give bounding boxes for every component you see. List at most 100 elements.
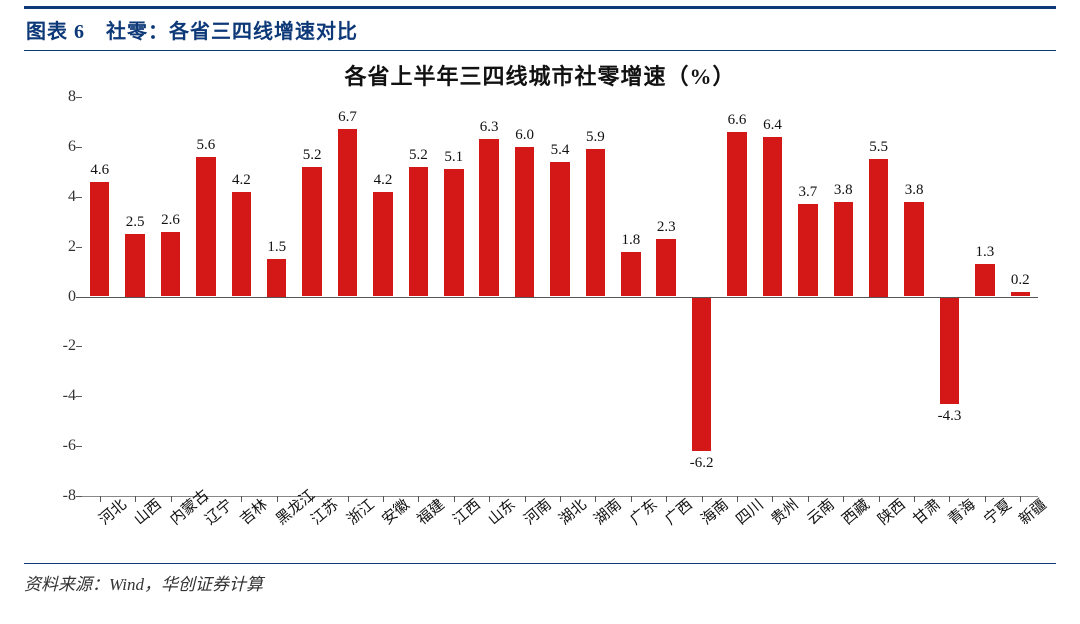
y-tick-mark: [76, 247, 82, 248]
x-tick-mark: [595, 496, 596, 502]
bar: [586, 149, 605, 296]
y-tick-mark: [76, 346, 82, 347]
bar: [692, 297, 711, 452]
bar-value-label: 1.3: [976, 244, 995, 261]
x-tick-mark: [171, 496, 172, 502]
x-tick-mark: [985, 496, 986, 502]
bar: [267, 259, 286, 296]
bar: [550, 162, 569, 297]
y-tick-label: 0: [42, 288, 76, 306]
x-tick-mark: [525, 496, 526, 502]
chart-title: 各省上半年三四线城市社零增速（%）: [24, 51, 1056, 91]
bar: [869, 159, 888, 296]
bar-value-label: -4.3: [938, 408, 962, 425]
bar: [798, 204, 817, 296]
bar-value-label: 6.7: [338, 109, 357, 126]
bar: [232, 192, 251, 297]
x-tick-mark: [631, 496, 632, 502]
bar: [90, 182, 109, 297]
bar-value-label: 4.6: [90, 162, 109, 179]
x-tick-mark: [702, 496, 703, 502]
y-tick-mark: [76, 496, 82, 497]
y-tick-mark: [76, 396, 82, 397]
bar-value-label: 6.4: [763, 117, 782, 134]
x-tick-mark: [454, 496, 455, 502]
bar-value-label: 6.0: [515, 127, 534, 144]
x-tick-mark: [489, 496, 490, 502]
bar: [834, 202, 853, 297]
bar-value-label: 6.3: [480, 119, 499, 136]
x-tick-mark: [737, 496, 738, 502]
x-tick-mark: [418, 496, 419, 502]
bar-value-label: -6.2: [690, 455, 714, 472]
x-tick-mark: [383, 496, 384, 502]
x-tick-mark: [808, 496, 809, 502]
bar: [373, 192, 392, 297]
bar: [409, 167, 428, 297]
bar: [904, 202, 923, 297]
bar: [302, 167, 321, 297]
bar-value-label: 3.8: [834, 182, 853, 199]
bar-value-label: 1.5: [267, 239, 286, 256]
rule-top: [24, 6, 1056, 9]
figure-container: 图表 6 社零：各省三四线增速对比 各省上半年三四线城市社零增速（%） 4.6 2…: [0, 0, 1080, 624]
bar: [656, 239, 675, 296]
bar: [763, 137, 782, 297]
y-tick-mark: [76, 97, 82, 98]
bar-value-label: 5.2: [303, 147, 322, 164]
bar: [940, 297, 959, 404]
x-tick-mark: [666, 496, 667, 502]
x-tick-mark: [277, 496, 278, 502]
bar-value-label: 1.8: [621, 232, 640, 249]
y-tick-label: 4: [42, 188, 76, 206]
x-axis-labels: 河北山西内蒙古辽宁吉林黑龙江江苏浙江安徽福建江西山东河南湖北湖南广东广西海南四川…: [82, 503, 1038, 561]
bar-value-label: 3.7: [798, 184, 817, 201]
bar: [196, 157, 215, 297]
x-tick-mark: [100, 496, 101, 502]
x-tick-mark: [914, 496, 915, 502]
bar-value-label: 0.2: [1011, 272, 1030, 289]
bar: [161, 232, 180, 297]
y-tick-label: -4: [42, 387, 76, 405]
bar-value-label: 4.2: [232, 172, 251, 189]
bar-value-label: 2.6: [161, 212, 180, 229]
bar-value-label: 3.8: [905, 182, 924, 199]
bar-value-label: 5.6: [197, 137, 216, 154]
y-tick-label: -8: [42, 487, 76, 505]
x-tick-mark: [348, 496, 349, 502]
plot-region: 4.62.52.65.64.21.55.26.74.25.25.16.36.05…: [82, 97, 1038, 497]
bar: [479, 139, 498, 296]
x-tick-mark: [560, 496, 561, 502]
x-tick-mark: [135, 496, 136, 502]
bar: [515, 147, 534, 297]
x-tick-mark: [879, 496, 880, 502]
bar-value-label: 6.6: [728, 112, 747, 129]
x-tick-mark: [1020, 496, 1021, 502]
figure-caption: 图表 6 社零：各省三四线增速对比: [24, 11, 1056, 50]
y-tick-mark: [76, 197, 82, 198]
chart-area: 各省上半年三四线城市社零增速（%） 4.62.52.65.64.21.55.26…: [24, 51, 1056, 561]
bar-value-label: 5.5: [869, 139, 888, 156]
bar-value-label: 5.1: [444, 149, 463, 166]
bar-value-label: 5.4: [551, 142, 570, 159]
y-tick-label: -6: [42, 437, 76, 455]
x-tick-mark: [843, 496, 844, 502]
x-tick-mark: [241, 496, 242, 502]
x-tick-mark: [772, 496, 773, 502]
bar-value-label: 4.2: [374, 172, 393, 189]
y-tick-mark: [76, 446, 82, 447]
bar-value-label: 2.3: [657, 219, 676, 236]
bar: [338, 129, 357, 296]
bar: [621, 252, 640, 297]
y-tick-label: 8: [42, 88, 76, 106]
bar: [125, 234, 144, 296]
source-note: 资料来源：Wind，华创证券计算: [24, 564, 1056, 595]
y-tick-label: 2: [42, 238, 76, 256]
bar: [444, 169, 463, 296]
y-tick-label: -2: [42, 337, 76, 355]
y-tick-mark: [76, 147, 82, 148]
bar: [727, 132, 746, 297]
bar-value-label: 5.2: [409, 147, 428, 164]
zero-line: [82, 297, 1038, 298]
bar-value-label: 5.9: [586, 129, 605, 146]
